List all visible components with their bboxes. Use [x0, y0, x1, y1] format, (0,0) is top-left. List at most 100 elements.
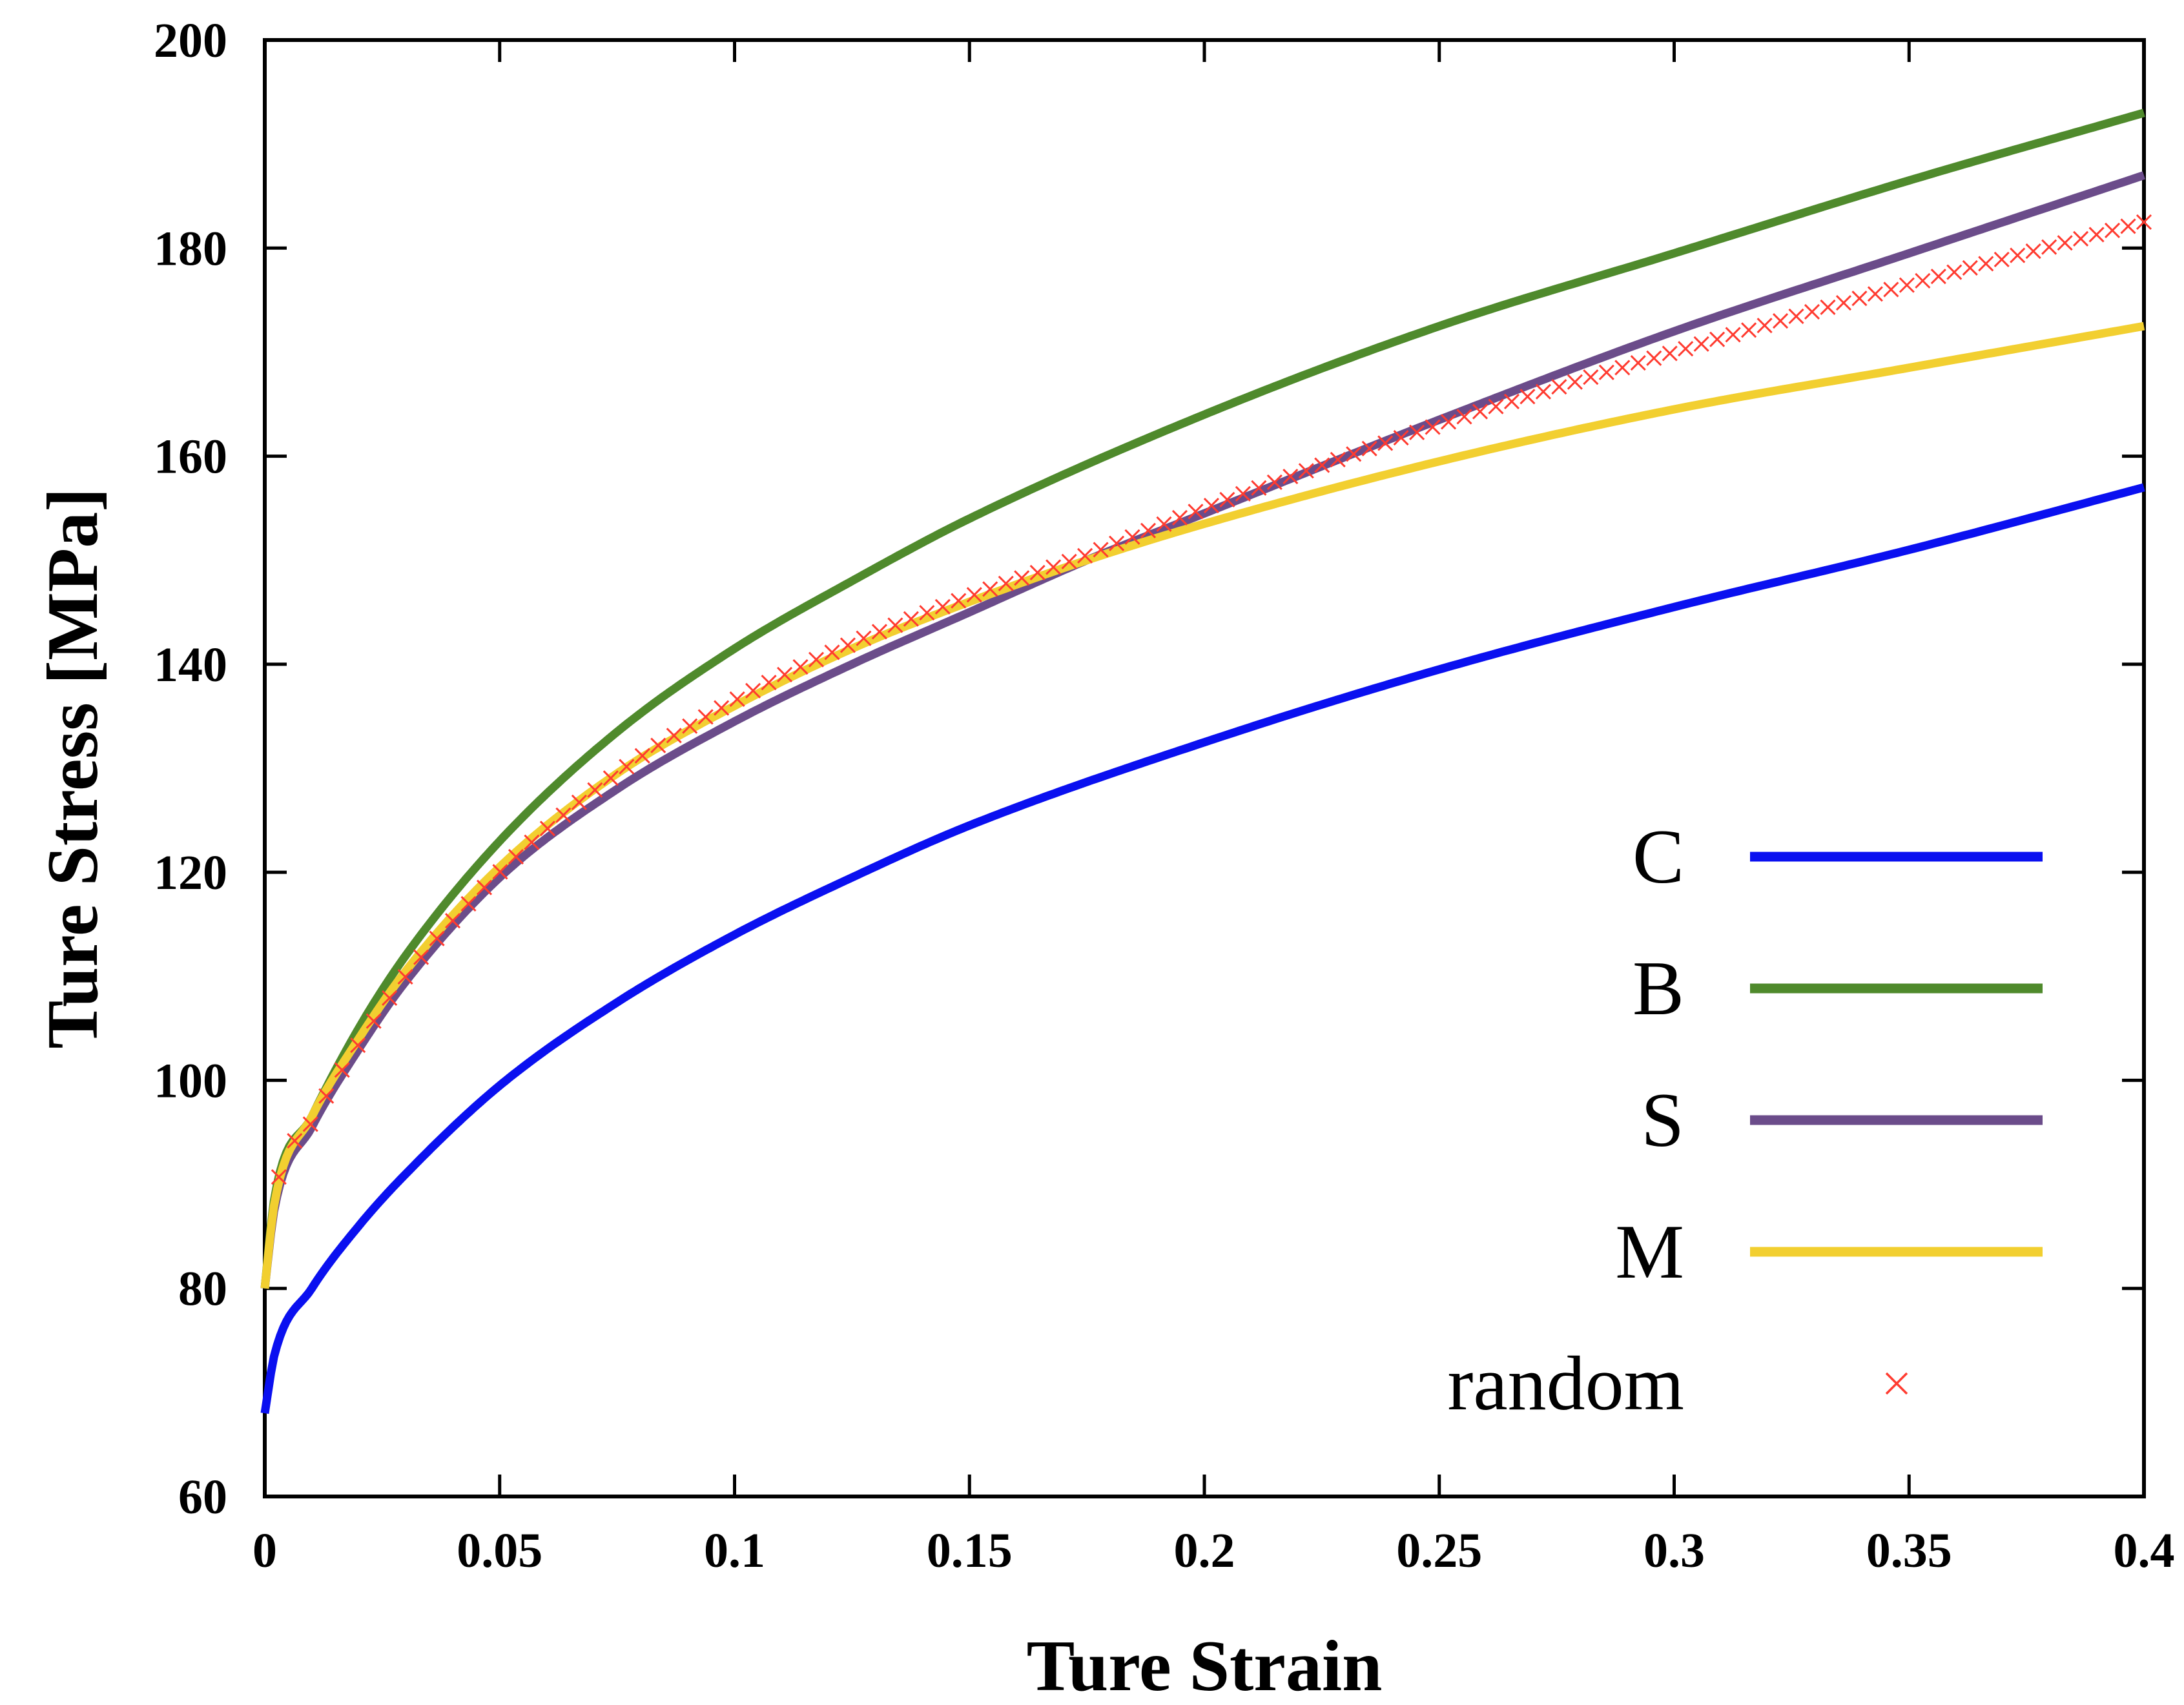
data-marker	[761, 675, 777, 691]
data-marker	[776, 666, 793, 682]
data-marker	[1788, 308, 1804, 325]
data-marker	[1772, 312, 1789, 329]
data-marker	[1014, 570, 1030, 586]
x-tick-label: 0.2	[1174, 1524, 1235, 1578]
data-marker	[824, 644, 840, 660]
data-marker	[1393, 430, 1409, 446]
data-marker	[1693, 336, 1709, 352]
data-marker	[808, 651, 825, 668]
legend-label-B: B	[1633, 945, 1684, 1031]
data-marker	[2025, 243, 2041, 260]
data-marker	[508, 849, 524, 865]
data-marker	[1203, 497, 1219, 514]
y-tick-label: 120	[154, 846, 227, 900]
y-tick-label: 200	[154, 14, 227, 68]
x-tick-label: 0.3	[1643, 1524, 1705, 1578]
data-marker	[792, 659, 809, 675]
data-marker	[666, 728, 682, 744]
data-marker	[1108, 535, 1125, 551]
data-marker	[1188, 504, 1204, 520]
data-marker	[1646, 350, 1662, 366]
x-tick-label: 0.35	[1866, 1524, 1952, 1578]
x-tick-label: 0.25	[1396, 1524, 1482, 1578]
data-marker	[1472, 403, 1489, 420]
data-marker	[2088, 227, 2105, 243]
data-marker	[1962, 260, 1978, 276]
data-marker	[460, 895, 477, 912]
data-marker	[682, 718, 698, 734]
data-marker	[603, 770, 619, 786]
data-marker	[555, 807, 572, 823]
data-marker	[2104, 222, 2121, 239]
data-marker	[318, 1088, 335, 1104]
legend-label-random: random	[1447, 1340, 1684, 1426]
data-marker	[2120, 218, 2136, 234]
x-tick-label: 0.15	[927, 1524, 1013, 1578]
data-marker	[2041, 239, 2057, 255]
data-marker	[350, 1037, 366, 1054]
data-marker	[1867, 286, 1883, 302]
series-M	[260, 322, 2145, 1289]
data-marker	[1046, 559, 1062, 575]
x-axis-title: Ture Strain	[1027, 1626, 1383, 1705]
y-axis-title: Ture Stress [MPa]	[33, 488, 113, 1049]
series-random	[271, 214, 2152, 1185]
data-marker	[1251, 480, 1267, 496]
data-marker	[1283, 468, 1299, 485]
data-marker	[1899, 277, 1915, 293]
data-marker	[1678, 341, 1694, 357]
data-marker	[1614, 360, 1631, 376]
data-marker	[1077, 547, 1093, 564]
data-marker	[1140, 522, 1157, 538]
data-marker	[1346, 446, 1362, 462]
data-marker	[951, 593, 967, 609]
data-marker	[1662, 345, 1678, 362]
data-marker	[476, 879, 493, 895]
series-C	[260, 483, 2145, 1414]
data-marker	[934, 598, 951, 615]
data-marker	[1029, 564, 1046, 580]
axis-tick-labels: 0 0.05 0.1 0.15 0.2 0.25 0.3 0.35 0.4 60 80 100 120 1…	[154, 14, 2175, 1578]
data-marker	[745, 682, 761, 699]
data-marker	[1725, 327, 1741, 343]
data-marker	[1171, 509, 1188, 526]
data-marker	[1330, 451, 1346, 467]
data-marker	[1915, 272, 1931, 289]
y-tick-label: 100	[154, 1054, 227, 1108]
data-marker	[1946, 264, 1963, 280]
data-marker	[1093, 542, 1109, 558]
data-marker	[2136, 214, 2152, 230]
data-marker	[1266, 474, 1283, 490]
data-marker	[1741, 322, 1757, 338]
data-marker	[840, 637, 856, 653]
data-marker	[571, 794, 587, 810]
data-marker	[1756, 318, 1773, 334]
data-marker	[1551, 379, 1567, 395]
data-marker	[1535, 383, 1551, 400]
data-marker	[1804, 303, 1820, 320]
data-marker	[1930, 269, 1946, 285]
data-marker	[903, 611, 919, 627]
data-marker	[413, 949, 429, 965]
data-marker	[1456, 409, 1472, 425]
data-marker	[1567, 374, 1583, 390]
x-tick-label: 0.1	[704, 1524, 765, 1578]
data-marker	[366, 1013, 382, 1029]
data-marker	[919, 605, 935, 621]
data-marker	[1377, 435, 1394, 451]
data-marker	[2010, 247, 2026, 263]
data-marker	[1298, 463, 1314, 479]
data-marker	[1978, 256, 1994, 272]
data-marker	[1488, 398, 1504, 414]
data-marker	[524, 834, 540, 850]
data-marker	[1314, 457, 1330, 473]
data-marker	[587, 782, 603, 798]
y-tick-label: 160	[154, 430, 227, 484]
data-marker	[1409, 424, 1425, 440]
data-marker	[998, 575, 1014, 591]
data-marker	[2057, 235, 2073, 251]
data-marker	[871, 624, 887, 640]
plot-frame	[263, 38, 2146, 1498]
data-marker	[1124, 529, 1140, 545]
